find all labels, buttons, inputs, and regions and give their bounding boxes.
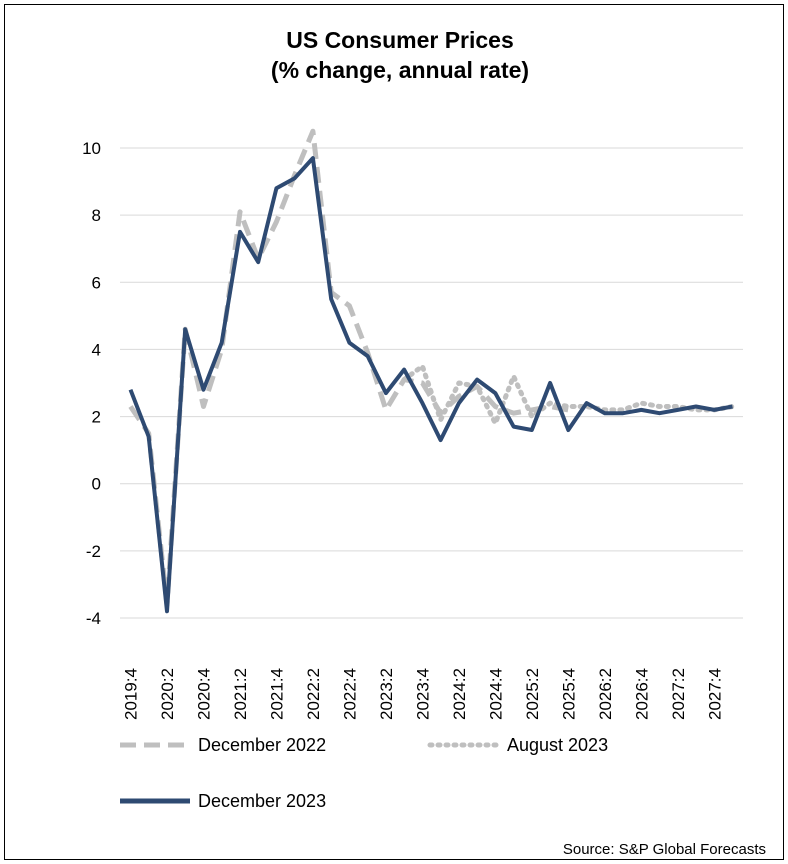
chart-frame <box>4 4 784 860</box>
x-tick-label: 2026:2 <box>596 668 615 720</box>
legend-item-august-2023: August 2023 <box>427 735 608 755</box>
x-tick-label: 2022:4 <box>340 668 359 720</box>
x-tick-label: 2026:4 <box>632 668 651 720</box>
x-tick-label: 2019:4 <box>122 668 141 720</box>
x-tick-label: 2023:4 <box>413 668 432 720</box>
legend-item-december-2022: December 2022 <box>120 735 326 755</box>
series-line-december-2022 <box>128 128 569 608</box>
legend: December 2022 August 2023 December 2023 <box>120 735 608 811</box>
y-tick-label: -2 <box>86 542 101 561</box>
x-tick-label: 2027:4 <box>705 668 724 720</box>
source-note: Source: S&P Global Forecasts <box>563 841 766 858</box>
y-tick-label: -4 <box>86 609 101 628</box>
series-line-august-2023 <box>401 363 735 426</box>
y-tick-label: 10 <box>82 139 101 158</box>
legend-label-august-2023: August 2023 <box>507 735 608 755</box>
x-tick-label: 2024:4 <box>486 668 505 720</box>
x-tick-label: 2020:4 <box>194 668 213 720</box>
x-tick-label: 2021:4 <box>267 668 286 720</box>
y-axis-ticks: -4 -2 0 2 4 6 8 10 <box>82 139 101 628</box>
y-tick-label: 6 <box>92 273 101 292</box>
legend-item-december-2023: December 2023 <box>120 791 326 811</box>
x-tick-label: 2024:2 <box>450 668 469 720</box>
x-tick-label: 2021:2 <box>231 668 250 720</box>
x-axis-ticks: 2019:4 2020:2 2020:4 2021:2 2021:4 2022:2 2022… <box>122 668 725 720</box>
y-tick-label: 0 <box>92 475 101 494</box>
y-tick-label: 4 <box>92 340 101 359</box>
x-tick-label: 2022:2 <box>304 668 323 720</box>
y-tick-label: 8 <box>92 206 101 225</box>
y-tick-label: 2 <box>92 408 101 427</box>
x-tick-label: 2025:4 <box>559 668 578 720</box>
chart-subtitle: (% change, annual rate) <box>271 57 529 83</box>
x-tick-label: 2020:2 <box>158 668 177 720</box>
series-lines <box>128 128 735 614</box>
legend-label-december-2022: December 2022 <box>198 735 326 755</box>
legend-label-december-2023: December 2023 <box>198 791 326 811</box>
series-line-december-2023 <box>128 156 733 614</box>
x-tick-label: 2025:2 <box>523 668 542 720</box>
gridlines <box>120 147 743 619</box>
chart-title: US Consumer Prices <box>286 27 514 53</box>
x-tick-label: 2027:2 <box>669 668 688 720</box>
x-tick-label: 2023:2 <box>377 668 396 720</box>
